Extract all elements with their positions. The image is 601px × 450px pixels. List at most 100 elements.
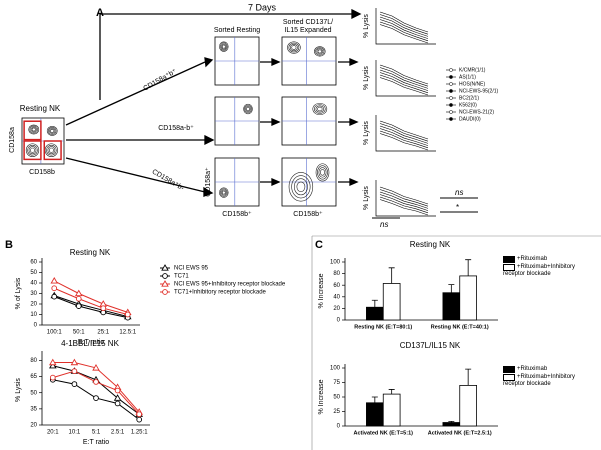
legend-text: NCI-EWS-95(2/1) xyxy=(459,88,499,94)
marker xyxy=(75,295,82,302)
mini-axis xyxy=(375,8,436,45)
error-bar xyxy=(448,284,455,293)
contour xyxy=(287,41,301,54)
error-bar xyxy=(448,420,455,423)
mini-line xyxy=(379,74,429,94)
legend-text: DAUDI(0) xyxy=(459,116,481,122)
legend-text: +Rituximab+Inhibitory receptor blockade xyxy=(503,264,576,277)
contour xyxy=(291,175,311,199)
x-tick-label: 10:1 xyxy=(69,430,81,436)
panel-frame xyxy=(311,235,601,450)
panel-label: A xyxy=(96,7,104,19)
marker xyxy=(51,293,58,300)
x-tick-label: Resting NK (E:T=80:1) xyxy=(354,324,412,330)
legend-swatch xyxy=(503,374,515,381)
x-tick-label: Activated NK (E:T=5:1) xyxy=(354,430,414,436)
error-bar xyxy=(465,368,472,386)
legend-marker xyxy=(161,280,169,287)
mini-line xyxy=(379,199,429,216)
y-tick-label: 60 xyxy=(30,260,37,266)
y-tick-label: 50 xyxy=(333,395,340,401)
legend-text: HOS(N/NE) xyxy=(459,81,485,87)
mini-line xyxy=(379,72,429,91)
contour xyxy=(27,144,38,156)
stat-label: * xyxy=(456,203,459,212)
legend-text: K562(0) xyxy=(459,102,477,108)
column-title: Sorted CD137L/ xyxy=(283,19,333,26)
contour xyxy=(219,187,229,198)
axis-label: % Lysis xyxy=(363,66,370,90)
marker xyxy=(114,400,121,407)
y-tick-label: 100 xyxy=(330,366,341,372)
marker xyxy=(93,379,99,385)
bar xyxy=(442,422,461,427)
x-axis-label: E:T ratio xyxy=(78,339,104,346)
mini-line xyxy=(379,16,429,37)
gate xyxy=(23,120,42,141)
contour xyxy=(317,49,322,54)
marker xyxy=(71,368,78,375)
error-bar xyxy=(465,259,472,276)
contour xyxy=(48,147,54,153)
error-bar xyxy=(388,389,395,395)
marker xyxy=(50,276,59,284)
mini-line xyxy=(379,125,429,144)
contour xyxy=(315,163,330,182)
legend-marker xyxy=(449,110,453,114)
contour xyxy=(222,190,226,195)
legend-swatch xyxy=(503,256,515,263)
chart-title: Resting NK xyxy=(70,248,111,257)
marker xyxy=(114,387,121,394)
legend-marker xyxy=(161,264,169,271)
legend-text: K/CMR(1/1) xyxy=(459,67,486,73)
legend-marker xyxy=(162,273,168,279)
y-tick-label: 20 xyxy=(30,423,37,429)
marker xyxy=(49,361,57,369)
bar xyxy=(382,283,401,321)
legend-text: AS(1/1) xyxy=(459,74,476,80)
mini-line xyxy=(379,189,429,207)
gate xyxy=(23,140,42,161)
panel-label: B xyxy=(5,239,13,251)
stat-label: ns xyxy=(380,220,388,229)
marker xyxy=(92,364,100,371)
branch-label: CD158a⁺b⁺ xyxy=(142,68,178,93)
contour xyxy=(48,126,57,135)
x-tick-label: Resting NK (E:T=40:1) xyxy=(431,324,489,330)
contour xyxy=(319,169,326,176)
legend-marker xyxy=(162,289,168,295)
contour xyxy=(318,167,327,178)
marker xyxy=(136,416,143,423)
x-tick-label: Activated NK (E:T=2.5:1) xyxy=(428,430,492,436)
y-tick-label: 20 xyxy=(333,306,340,312)
x-axis-label: E:T ratio xyxy=(83,439,109,446)
y-tick-label: 60 xyxy=(333,283,340,289)
contour xyxy=(244,104,252,114)
bar xyxy=(442,292,461,321)
contour xyxy=(288,42,300,53)
legend-marker xyxy=(449,68,453,72)
legend-entry: +Rituximab xyxy=(503,256,595,263)
contour xyxy=(221,43,227,50)
y-axis-label: % of Lysis xyxy=(15,277,22,309)
bar xyxy=(366,402,384,427)
mini-axis xyxy=(375,115,436,152)
error-bar xyxy=(371,299,378,308)
contour xyxy=(220,188,228,197)
mini-line xyxy=(379,11,429,33)
y-tick-label: 80 xyxy=(30,358,37,364)
legend-marker xyxy=(449,75,453,79)
y-tick-label: 20 xyxy=(30,302,37,308)
arrows xyxy=(65,8,362,197)
contour xyxy=(296,181,306,192)
marker xyxy=(49,358,57,366)
legend-swatch xyxy=(503,264,515,271)
contour xyxy=(291,45,297,50)
contour xyxy=(315,47,325,56)
contour xyxy=(243,103,253,115)
y-tick-label: 50 xyxy=(30,390,37,396)
mini-line xyxy=(379,120,429,140)
contour xyxy=(46,125,58,136)
bar xyxy=(459,384,477,427)
series-line xyxy=(54,287,128,315)
